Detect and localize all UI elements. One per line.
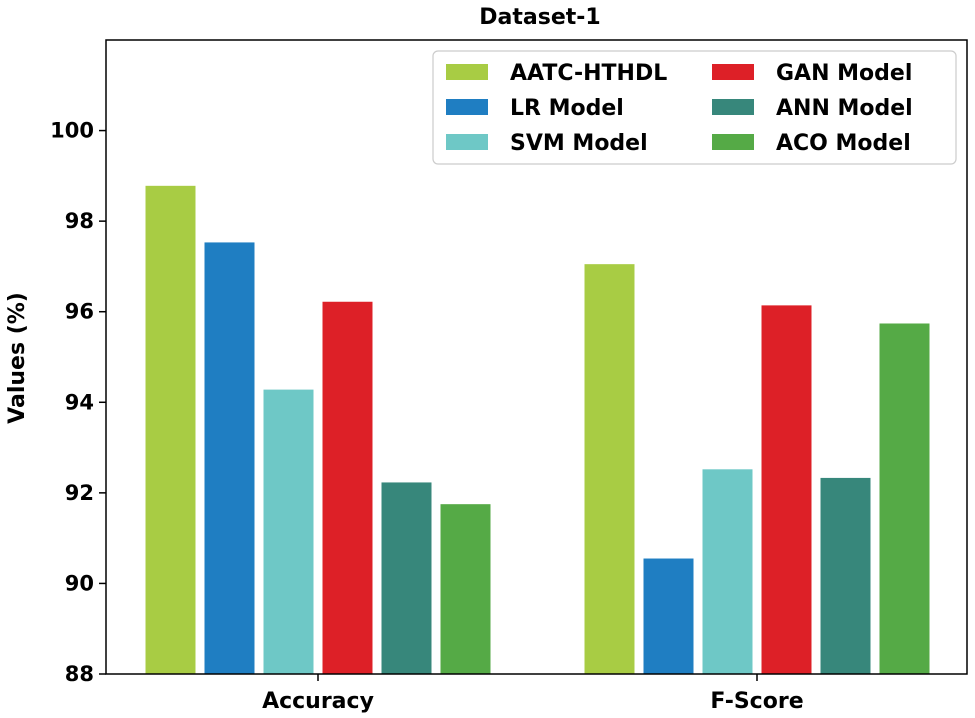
legend-label: LR Model bbox=[510, 96, 624, 121]
legend-label: SVM Model bbox=[510, 131, 648, 156]
legend-label: GAN Model bbox=[776, 61, 912, 86]
legend-swatch bbox=[712, 134, 754, 150]
y-tick-label: 94 bbox=[65, 390, 94, 414]
y-tick-label: 98 bbox=[65, 209, 94, 233]
x-axis-ticks: Accuracy F-Score bbox=[262, 674, 804, 714]
x-tick-label: F-Score bbox=[710, 689, 803, 714]
bar-ann-model-accuracy bbox=[381, 482, 432, 674]
legend-swatch bbox=[446, 64, 488, 80]
bar-aatc-hthdl-accuracy bbox=[145, 185, 196, 674]
bar-aco-model-accuracy bbox=[440, 504, 491, 674]
bar-gan-model-accuracy bbox=[322, 301, 373, 674]
legend-swatch bbox=[712, 99, 754, 115]
bar-svm-model-accuracy bbox=[263, 389, 314, 674]
y-tick-label: 88 bbox=[65, 662, 94, 686]
y-axis-label: Values (%) bbox=[5, 292, 30, 424]
y-tick-label: 90 bbox=[65, 571, 94, 595]
legend-box bbox=[432, 50, 957, 165]
plot-frame bbox=[105, 39, 968, 675]
x-tick-label: Accuracy bbox=[262, 689, 374, 714]
bar-aco-model-f-score bbox=[879, 323, 930, 674]
bar-series-group bbox=[145, 185, 930, 675]
legend-label: ACO Model bbox=[776, 131, 911, 156]
bar-ann-model-f-score bbox=[820, 477, 871, 674]
legend-swatch bbox=[446, 99, 488, 115]
legend-swatch bbox=[712, 64, 754, 80]
legend-label: AATC-HTHDL bbox=[510, 61, 667, 86]
legend: AATC-HTHDL LR Model SVM Model GAN Model ANN … bbox=[432, 50, 957, 165]
bar-lr-model-accuracy bbox=[204, 242, 255, 675]
y-tick-label: 96 bbox=[65, 300, 94, 324]
legend-label: ANN Model bbox=[776, 96, 913, 121]
bar-svm-model-f-score bbox=[702, 469, 753, 674]
y-axis-ticks: 88 90 92 94 96 98 100 bbox=[50, 119, 106, 686]
y-tick-label: 100 bbox=[50, 119, 94, 143]
y-tick-label: 92 bbox=[65, 481, 94, 505]
bar-lr-model-f-score bbox=[643, 558, 694, 674]
bar-aatc-hthdl-f-score bbox=[584, 264, 635, 674]
chart-title: Dataset-1 bbox=[479, 5, 600, 30]
bar-gan-model-f-score bbox=[761, 305, 812, 674]
legend-swatch bbox=[446, 134, 488, 150]
